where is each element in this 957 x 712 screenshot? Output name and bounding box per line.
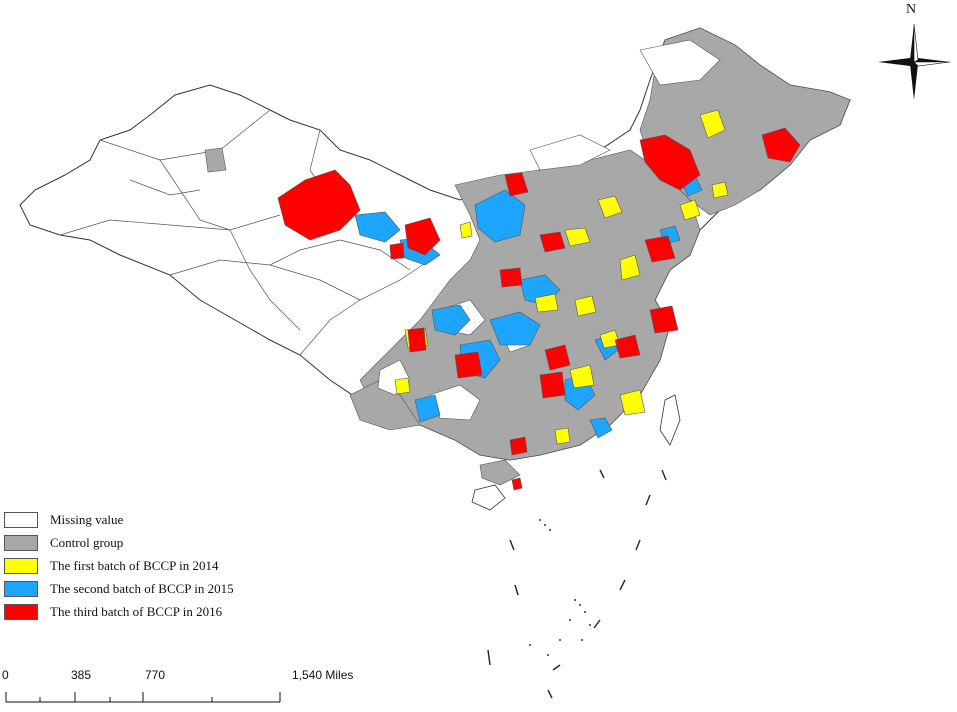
legend-label: The second batch of BCCP in 2015 [50,580,234,596]
batch-2015-regions [354,175,703,439]
scale-tick-label: 0 [2,668,9,682]
legend-swatch-missing [4,511,38,528]
legend-swatch-2016 [4,603,38,620]
north-label: N [906,2,917,17]
batch-2014-regions [394,109,729,445]
legend-item-2016: The third batch of BCCP in 2016 [4,600,304,623]
batch-2016-regions [277,127,801,491]
scale-bar-line [5,692,281,703]
legend-label: Missing value [50,511,124,527]
north-arrow-compass-icon [878,23,951,100]
legend-item-2015: The second batch of BCCP in 2015 [4,577,304,600]
legend-swatch-2014 [4,557,38,574]
north-arrow: N [876,2,952,102]
legend-item-control: Control group [4,531,304,554]
scale-tick-label: 770 [145,668,166,682]
legend-swatch-2015 [4,580,38,597]
scale-bar: 0 385 770 1,540 Miles [0,668,380,708]
legend-swatch-control [4,534,38,551]
legend-label: Control group [50,534,124,550]
legend-label: The third batch of BCCP in 2016 [50,603,223,619]
hainan-outline [471,484,506,511]
map-legend: Missing value Control group The first ba… [4,508,304,623]
taiwan-outline [659,394,681,446]
legend-item-missing: Missing value [4,508,304,531]
province-boundaries [59,109,431,356]
legend-item-2014: The first batch of BCCP in 2014 [4,554,304,577]
south-sea-marks [487,469,667,699]
scale-tick-label: 1,540 Miles [292,668,354,682]
south-sea-islands [529,519,591,656]
missing-value-regions [377,39,721,421]
scale-tick-label: 385 [71,668,92,682]
legend-label: The first batch of BCCP in 2014 [50,557,219,573]
